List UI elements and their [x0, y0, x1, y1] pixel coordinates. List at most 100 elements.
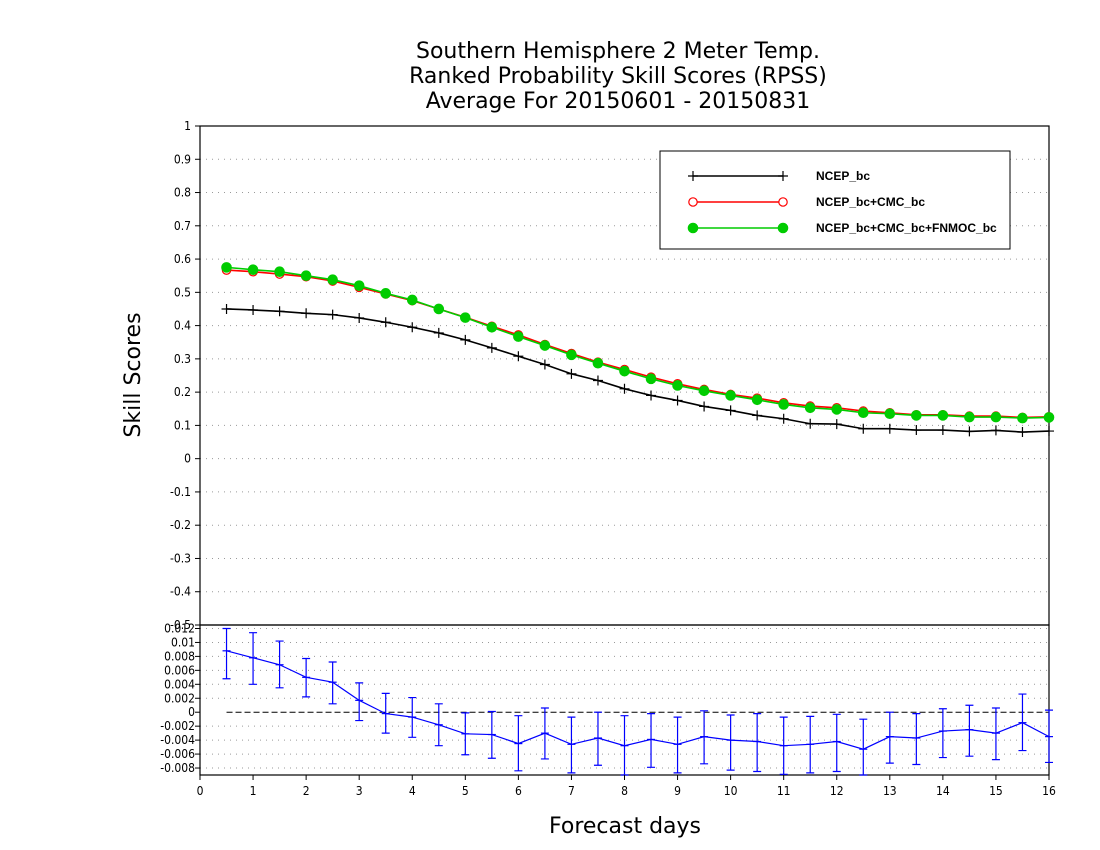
error-bar: [567, 716, 576, 774]
data-point: [884, 423, 895, 434]
data-point: [301, 308, 312, 319]
y-tick-label: -0.4: [170, 585, 191, 599]
series-line: [226, 266, 1050, 419]
y-tick-label: -0.1: [170, 485, 191, 499]
data-point: [274, 306, 285, 317]
data-point: [486, 342, 497, 353]
data-point: [539, 359, 550, 370]
series-line: [226, 269, 1050, 419]
data-point: [752, 410, 763, 421]
y-tick-label: -0.002: [160, 719, 195, 733]
data-point: [406, 294, 418, 306]
data-point: [884, 408, 896, 420]
data-point: [698, 385, 710, 397]
data-point: [300, 270, 312, 282]
title-line-1: Southern Hemisphere 2 Meter Temp.: [416, 39, 820, 64]
data-point: [619, 383, 630, 394]
data-point: [805, 418, 816, 429]
x-tick-label: 5: [462, 784, 469, 798]
y-tick-label: -0.004: [160, 733, 195, 747]
title-line-3: Average For 20150601 - 20150831: [426, 89, 811, 114]
x-tick-label: 9: [674, 784, 681, 798]
data-point: [964, 426, 975, 437]
y-tick-label: 0.4: [174, 319, 191, 333]
error-bar: [593, 711, 602, 766]
y-tick-label: 0.8: [174, 186, 191, 200]
y-tick-label: 1: [184, 119, 191, 133]
data-point: [221, 303, 232, 314]
series-NCEP_bc+CMC_bc+FNMOC_bc: [221, 262, 1055, 424]
data-point: [566, 349, 577, 361]
y-tick-label: -0.5: [170, 618, 191, 632]
data-point: [804, 402, 816, 414]
error-bar: [912, 713, 921, 766]
data-point: [725, 390, 736, 401]
x-axis-label: Forecast days: [549, 814, 701, 839]
data-point: [486, 321, 498, 333]
legend-marker: [688, 171, 698, 181]
data-point: [858, 423, 869, 434]
series-NCEP_bc: [221, 303, 1054, 438]
x-tick-label: 1: [250, 784, 257, 798]
data-point: [778, 413, 789, 424]
title-line-2: Ranked Probability Skill Scores (RPSS): [409, 64, 827, 89]
data-point: [592, 375, 603, 386]
error-bar: [885, 711, 894, 764]
legend-label: NCEP_bc+CMC_bc+FNMOC_bc: [816, 221, 997, 235]
y-tick-label: 0.012: [164, 621, 195, 635]
x-tick-label: 4: [409, 784, 416, 798]
data-point: [513, 351, 524, 362]
error-bar: [938, 708, 947, 759]
x-tick-label: 15: [989, 784, 1003, 798]
data-point: [248, 304, 259, 315]
data-point: [592, 357, 604, 369]
y-tick-label: 0.1: [174, 418, 191, 432]
data-point: [566, 368, 577, 379]
x-tick-label: 14: [936, 784, 950, 798]
data-point: [964, 411, 975, 423]
data-point: [353, 280, 365, 291]
data-point: [672, 395, 683, 406]
y-tick-label: 0: [184, 452, 191, 466]
error-bar: [647, 713, 656, 768]
data-point: [274, 266, 285, 278]
y-tick-label: 0.002: [164, 691, 195, 705]
data-point: [327, 309, 338, 320]
x-tick-label: 12: [830, 784, 844, 798]
data-point: [990, 411, 1002, 423]
data-point: [831, 404, 843, 415]
data-point: [911, 425, 922, 436]
x-tick-label: 7: [568, 784, 575, 798]
y-tick-label: 0.3: [174, 352, 191, 366]
error-bar: [832, 713, 841, 773]
data-point: [354, 312, 365, 323]
data-point: [1017, 412, 1028, 424]
data-point: [1043, 412, 1055, 423]
error-bar: [700, 710, 709, 765]
y-tick-label: 0: [188, 705, 195, 719]
y-tick-label: 0.004: [164, 677, 195, 691]
data-point: [460, 334, 471, 345]
x-tick-label: 10: [724, 784, 738, 798]
x-tick-label: 13: [883, 784, 897, 798]
error-bar: [222, 627, 231, 680]
y-tick-label: 0.6: [174, 252, 191, 266]
difference-line: [226, 650, 1050, 750]
axis-labels: Forecast days Skill Scores: [121, 312, 701, 839]
x-tick-label: 6: [515, 784, 522, 798]
y-tick-label: -0.008: [160, 761, 195, 775]
error-bar: [249, 632, 258, 685]
data-point: [460, 312, 471, 323]
data-point: [751, 394, 763, 406]
y-tick-label: 0.006: [164, 663, 195, 677]
data-point: [911, 410, 922, 421]
error-bar: [355, 682, 364, 722]
error-bar: [673, 716, 682, 774]
legend-marker: [688, 197, 698, 207]
data-point: [937, 410, 949, 421]
data-point: [1044, 426, 1054, 437]
y-tick-label: 0.008: [164, 649, 195, 663]
data-point: [407, 322, 418, 333]
legend-label: NCEP_bc+CMC_bc: [816, 195, 925, 209]
series-NCEP_bc+CMC_bc: [221, 265, 1054, 423]
